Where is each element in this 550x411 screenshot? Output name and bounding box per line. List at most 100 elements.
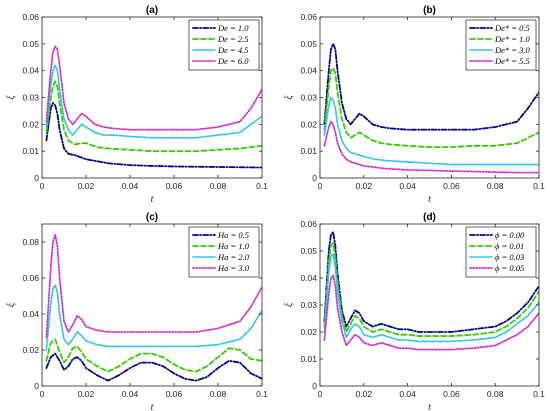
y-tick-label: 0 (312, 381, 317, 391)
y-tick-label: 0 (312, 173, 317, 183)
x-tick-label: 0.02 (78, 181, 95, 191)
x-tick-label: 0.1 (533, 389, 545, 399)
chart-panel-3: 0 0.02 0.04 0.06 0.08 0.1 0 0.01 0.02 0.03 0.04 0.0… (284, 212, 545, 411)
series-line-3 (45, 64, 262, 139)
series-line-2 (45, 338, 262, 373)
x-tick-label: 0 (318, 389, 323, 399)
x-tick-label: 0.06 (443, 181, 460, 191)
legend-label-4: De = 6.0 (217, 56, 249, 66)
x-tick-label: 0.04 (399, 181, 416, 191)
x-axis-label: t (428, 194, 431, 205)
y-axis-label: ξ (6, 95, 17, 100)
panel-title: (d) (423, 212, 436, 223)
series-line-2 (323, 67, 539, 149)
y-tick-label: 0.01 (22, 146, 39, 156)
x-tick-label: 0.08 (487, 181, 504, 191)
chart-panel-1: 0 0.02 0.04 0.06 0.08 0.1 0 0.01 0.02 0.03 0.04 0.0… (284, 5, 545, 205)
x-axis-label: t (428, 402, 431, 411)
x-axis-label: t (151, 402, 154, 411)
x-tick-label: 0.06 (166, 389, 183, 399)
x-tick-label: 0.02 (356, 389, 373, 399)
y-tick-label: 0.06 (22, 273, 39, 283)
legend: Ha = 0.5Ha = 1.0Ha = 2.0Ha = 3.0 (188, 226, 260, 278)
axes-box (41, 223, 263, 387)
legend-label-1: ϕ = 0.00 (495, 230, 525, 240)
legend-label-1: Ha = 0.5 (217, 230, 249, 240)
series-group (323, 42, 539, 174)
x-axis-label: t (151, 194, 154, 205)
legend: De = 1.0De = 2.5De = 4.5De = 6.0 (188, 19, 260, 71)
series-line-1 (323, 42, 539, 131)
series-line-4 (45, 233, 262, 339)
legend-label-4: Ha = 3.0 (217, 263, 250, 273)
y-axis-label: ξ (6, 302, 17, 307)
y-tick-label: 0.08 (22, 237, 39, 247)
x-tick-label: 0.08 (210, 389, 227, 399)
y-tick-label: 0.02 (300, 327, 317, 337)
y-tick-label: 0.06 (300, 219, 317, 229)
y-tick-label: 0.04 (300, 66, 317, 76)
x-tick-label: 0.04 (399, 389, 416, 399)
x-tick-label: 0 (318, 181, 323, 191)
legend-label-2: De = 2.5 (217, 34, 249, 44)
y-tick-label: 0.03 (300, 300, 317, 310)
y-tick-label: 0.04 (22, 309, 39, 319)
y-axis-label: ξ (284, 302, 295, 307)
legend: De* = 0.5De* = 1.0De* = 3.0De* = 5.5 (465, 19, 537, 71)
x-tick-label: 0 (40, 181, 45, 191)
x-tick-label: 0.02 (356, 181, 373, 191)
y-tick-label: 0.01 (300, 354, 317, 364)
series-line-2 (323, 242, 539, 337)
legend-label-2: Ha = 1.0 (217, 241, 250, 251)
series-group (323, 231, 539, 351)
x-tick-label: 0.04 (122, 389, 139, 399)
x-tick-label: 0.06 (166, 181, 183, 191)
y-tick-label: 0.02 (300, 119, 317, 129)
y-tick-label: 0.02 (22, 119, 39, 129)
y-tick-label: 0.06 (22, 12, 39, 22)
x-tick-label: 0.1 (256, 181, 268, 191)
x-tick-label: 0 (40, 389, 45, 399)
x-tick-label: 0.08 (487, 389, 504, 399)
y-tick-label: 0.04 (22, 66, 39, 76)
series-group (45, 45, 262, 169)
panel-title: (b) (423, 5, 436, 16)
panel-title: (c) (146, 212, 158, 223)
y-tick-label: 0 (34, 381, 39, 391)
series-group (45, 233, 262, 382)
legend-label-4: De* = 5.5 (494, 56, 530, 66)
series-line-4 (45, 45, 262, 131)
y-tick-label: 0.04 (300, 273, 317, 283)
x-tick-label: 0.06 (443, 389, 460, 399)
y-tick-label: 0.05 (300, 39, 317, 49)
legend-label-2: De* = 1.0 (494, 34, 531, 44)
series-line-1 (45, 352, 262, 382)
x-tick-label: 0.02 (78, 389, 95, 399)
legend-label-4: ϕ = 0.05 (495, 263, 524, 273)
series-line-1 (45, 101, 262, 169)
panel-title: (a) (146, 5, 158, 16)
y-tick-label: 0.05 (300, 246, 317, 256)
x-tick-label: 0.08 (210, 181, 227, 191)
y-tick-label: 0.06 (300, 12, 317, 22)
series-line-4 (323, 274, 539, 351)
legend-label-1: De* = 0.5 (494, 23, 530, 33)
y-tick-label: 0.05 (22, 39, 39, 49)
legend-label-3: ϕ = 0.03 (495, 252, 524, 262)
y-tick-label: 0 (34, 173, 39, 183)
series-line-3 (323, 96, 539, 166)
x-tick-label: 0.1 (533, 181, 545, 191)
x-tick-label: 0.1 (256, 389, 268, 399)
legend-label-3: Ha = 2.0 (217, 252, 250, 262)
legend-label-3: De* = 3.0 (494, 45, 531, 55)
series-line-4 (323, 120, 539, 174)
series-line-3 (323, 252, 539, 343)
chart-panel-2: 0 0.02 0.04 0.06 0.08 0.1 0 0.02 0.04 0.06 0.08 (c)… (6, 212, 268, 411)
y-tick-label: 0.03 (22, 93, 39, 103)
legend: ϕ = 0.00ϕ = 0.01ϕ = 0.03ϕ = 0.05 (465, 226, 537, 278)
legend-label-3: De = 4.5 (217, 45, 249, 55)
y-axis-label: ξ (284, 95, 295, 100)
chart-panel-0: 0 0.02 0.04 0.06 0.08 0.1 0 0.01 0.02 0.03 0.04 0.0… (6, 5, 268, 205)
legend-label-1: De = 1.0 (217, 23, 249, 33)
